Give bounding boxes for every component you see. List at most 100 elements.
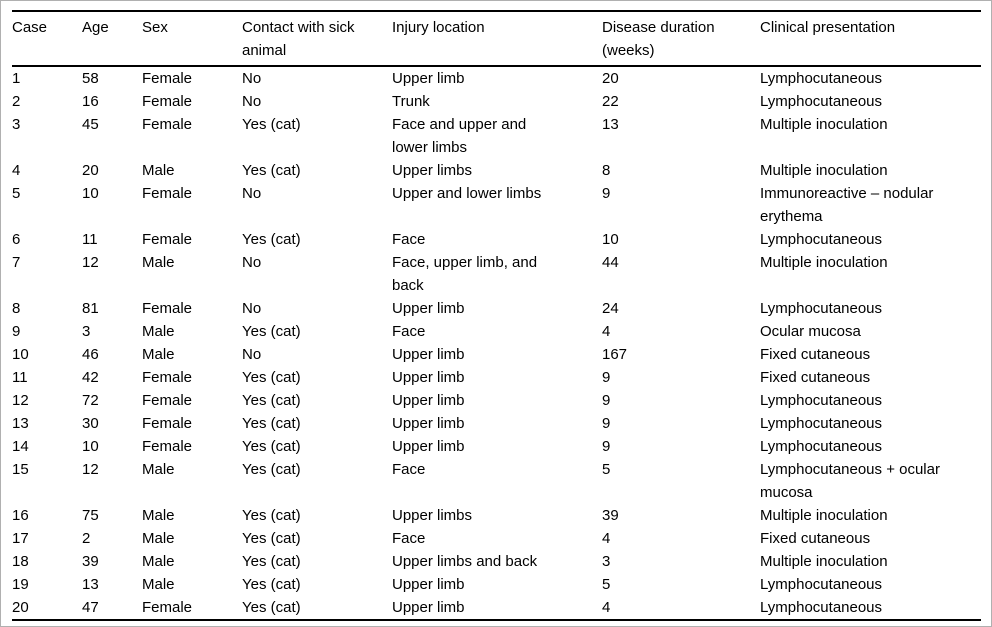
cell-duration: 9 — [602, 412, 760, 435]
cell-clinical: Multiple inoculation — [760, 113, 981, 159]
cell-duration: 4 — [602, 527, 760, 550]
cell-text: 13 — [82, 576, 99, 593]
cell-case: 10 — [12, 343, 82, 366]
cell-text: Lymphocutaneous — [760, 438, 883, 455]
table-row: 9 3 Male Yes (cat) Face 4 Ocular mucosa — [12, 320, 981, 343]
cell-text: Fixed cutaneous — [760, 346, 871, 363]
cell-text: 30 — [82, 415, 99, 432]
cell-text: 18 — [12, 553, 29, 570]
cell-injury: Upper limb — [392, 412, 602, 435]
cell-text: 9 — [602, 185, 611, 202]
cell-case: 3 — [12, 113, 82, 159]
cell-sex: Female — [142, 389, 242, 412]
cell-text: No — [242, 346, 262, 363]
cell-text: 4 — [602, 599, 611, 616]
cell-clinical: Fixed cutaneous — [760, 527, 981, 550]
cell-case: 12 — [12, 389, 82, 412]
cell-contact: Yes (cat) — [242, 458, 392, 504]
cell-text: 20 — [602, 70, 619, 87]
cell-sex: Female — [142, 297, 242, 320]
cell-text: 22 — [602, 93, 619, 110]
cell-text: 8 — [12, 300, 21, 317]
cell-contact: Yes (cat) — [242, 366, 392, 389]
cell-duration: 9 — [602, 435, 760, 458]
cell-injury: Upper limb — [392, 596, 602, 620]
cell-text: Multiple inoculation — [760, 553, 888, 570]
cell-injury: Upper limb — [392, 66, 602, 90]
cell-duration: 20 — [602, 66, 760, 90]
cell-clinical: Multiple inoculation — [760, 251, 981, 297]
cell-injury: Upper limb — [392, 573, 602, 596]
cell-sex: Female — [142, 596, 242, 620]
cell-text: No — [242, 70, 262, 87]
cell-text: Yes (cat) — [242, 461, 301, 478]
cell-text: Face — [392, 323, 426, 340]
cell-text: No — [242, 185, 262, 202]
cell-contact: No — [242, 251, 392, 297]
table-row: 20 47 Female Yes (cat) Upper limb 4 Lymphocuta… — [12, 596, 981, 620]
cell-age: 72 — [82, 389, 142, 412]
cell-case: 5 — [12, 182, 82, 228]
column-header-sex: Sex — [142, 11, 242, 67]
cell-text: No — [242, 93, 262, 110]
cell-text: Upper and lower limbs — [392, 185, 542, 202]
cell-text: Male — [142, 461, 175, 478]
cell-age: 10 — [82, 435, 142, 458]
cell-text: Female — [142, 369, 193, 386]
cell-text: 13 — [602, 116, 619, 133]
cell-contact: Yes (cat) — [242, 159, 392, 182]
cell-text: Male — [142, 346, 175, 363]
cell-text: 10 — [602, 231, 619, 248]
cell-sex: Male — [142, 504, 242, 527]
cell-text: Yes (cat) — [242, 231, 301, 248]
cell-sex: Female — [142, 90, 242, 113]
cases-table: Case Age Sex Contact with sick animal In… — [12, 10, 981, 621]
cell-text: Male — [142, 576, 175, 593]
table-row: 6 11 Female Yes (cat) Face 10 Lymphocutaneous — [12, 228, 981, 251]
cell-age: 2 — [82, 527, 142, 550]
cell-duration: 10 — [602, 228, 760, 251]
cell-text: 9 — [602, 415, 611, 432]
column-header-contact: Contact with sick animal — [242, 11, 392, 67]
cell-text: 20 — [12, 599, 29, 616]
cell-text: No — [242, 300, 262, 317]
cell-sex: Male — [142, 573, 242, 596]
cell-text: 10 — [82, 185, 99, 202]
cell-contact: Yes (cat) — [242, 320, 392, 343]
cell-text: Yes (cat) — [242, 576, 301, 593]
column-header-duration: Disease duration (weeks) — [602, 11, 760, 67]
cell-text: 72 — [82, 392, 99, 409]
cell-age: 58 — [82, 66, 142, 90]
column-header-label: Case — [12, 19, 48, 36]
cell-text: Yes (cat) — [242, 369, 301, 386]
cell-text: Multiple inoculation — [760, 507, 888, 524]
cell-text: Male — [142, 254, 175, 271]
cell-text: Yes (cat) — [242, 415, 301, 432]
cell-text: 2 — [12, 93, 21, 110]
table-row: 17 2 Male Yes (cat) Face 4 Fixed cutaneous — [12, 527, 981, 550]
table-row: 18 39 Male Yes (cat) Upper limbs and back 3 Mu… — [12, 550, 981, 573]
table-row: 15 12 Male Yes (cat) Face 5 Lymphocutaneous + … — [12, 458, 981, 504]
cell-text: 46 — [82, 346, 99, 363]
table-row: 12 72 Female Yes (cat) Upper limb 9 Lymphocuta… — [12, 389, 981, 412]
cell-case: 15 — [12, 458, 82, 504]
cell-text: Female — [142, 392, 193, 409]
cell-text: 81 — [82, 300, 99, 317]
cell-injury: Upper limb — [392, 366, 602, 389]
cell-text: Upper limb — [392, 369, 465, 386]
cell-text: Lymphocutaneous — [760, 231, 883, 248]
cell-duration: 22 — [602, 90, 760, 113]
cell-contact: No — [242, 66, 392, 90]
cell-text: 11 — [12, 369, 28, 386]
cell-text: 3 — [602, 553, 611, 570]
cell-injury: Upper limb — [392, 435, 602, 458]
cell-text: 9 — [12, 323, 21, 340]
cell-text: Yes (cat) — [242, 162, 301, 179]
cell-text: 13 — [12, 415, 29, 432]
cell-clinical: Lymphocutaneous — [760, 389, 981, 412]
cell-injury: Upper limb — [392, 343, 602, 366]
cell-clinical: Lymphocutaneous + ocular mucosa — [760, 458, 981, 504]
cell-text: Lymphocutaneous + ocular mucosa — [760, 461, 940, 501]
cell-duration: 8 — [602, 159, 760, 182]
cell-text: 4 — [602, 530, 611, 547]
